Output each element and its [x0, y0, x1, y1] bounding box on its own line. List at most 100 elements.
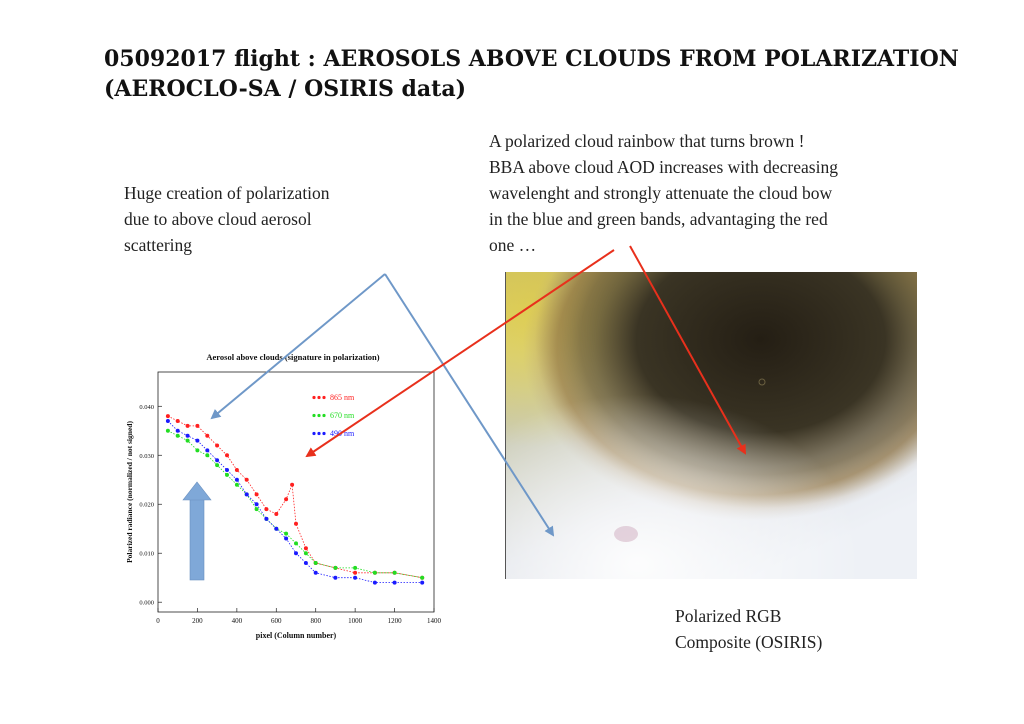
- data-point: [195, 438, 200, 443]
- legend-marker: [322, 395, 326, 400]
- y-tick-label: 0.020: [139, 502, 154, 509]
- data-point: [372, 580, 377, 585]
- x-tick-label: 800: [310, 617, 321, 625]
- data-point: [205, 453, 210, 458]
- data-point: [313, 570, 318, 575]
- data-point: [392, 580, 397, 585]
- series-670-nm: [165, 428, 425, 580]
- data-point: [225, 453, 229, 458]
- x-tick-label: 200: [192, 617, 203, 625]
- x-tick-label: 1200: [388, 617, 403, 625]
- legend-marker: [317, 395, 321, 400]
- legend-label: 490 nm: [330, 429, 355, 438]
- data-point: [294, 521, 298, 526]
- legend-label: 670 nm: [330, 411, 355, 420]
- data-point: [303, 551, 308, 556]
- data-point: [215, 443, 220, 448]
- data-point: [185, 438, 190, 443]
- data-point: [165, 414, 170, 419]
- left-text-line: Huge creation of polarization: [124, 183, 330, 203]
- data-point: [353, 575, 358, 580]
- data-point: [205, 433, 210, 438]
- upward-arrow-shaft: [189, 497, 205, 581]
- data-point: [195, 448, 200, 453]
- y-tick-label: 0.040: [139, 404, 154, 411]
- data-point: [420, 580, 425, 585]
- polarization-scatter-chart: Aerosol above clouds (signature in polar…: [125, 352, 442, 640]
- data-point: [185, 423, 190, 428]
- caption-line: Polarized RGB: [675, 606, 782, 626]
- y-axis-label: Polarized radiance (normalized / not sig…: [125, 421, 134, 563]
- x-tick-label: 1400: [427, 617, 442, 625]
- right-text-line: one …: [489, 235, 537, 255]
- data-point: [165, 419, 170, 423]
- data-point: [205, 448, 210, 453]
- left-text-line: due to above cloud aerosol: [124, 209, 312, 229]
- y-tick-label: 0.000: [139, 600, 154, 607]
- right-text-line: BBA above cloud AOD increases with decre…: [489, 157, 838, 177]
- data-point: [244, 492, 249, 497]
- left-text-line: scattering: [124, 235, 193, 255]
- y-tick-label: 0.010: [139, 551, 154, 558]
- data-point: [420, 575, 425, 580]
- data-point: [303, 546, 308, 551]
- image-caption: Polarized RGB Composite (OSIRIS): [675, 603, 822, 655]
- right-text-line: wavelenght and strongly attenuate the cl…: [489, 183, 833, 203]
- title-line: (AEROCLO-SA / OSIRIS data): [104, 76, 467, 102]
- data-point: [225, 472, 229, 477]
- data-point: [353, 570, 358, 575]
- legend-marker: [322, 413, 326, 418]
- caption-line: Composite (OSIRIS): [675, 632, 823, 652]
- x-tick-label: 400: [232, 617, 243, 625]
- data-point: [175, 433, 180, 438]
- x-tick-label: 600: [271, 617, 282, 625]
- data-point: [195, 423, 200, 428]
- legend-marker: [312, 395, 316, 400]
- series-line: [167, 420, 423, 583]
- chart-title: Aerosol above clouds (signature in polar…: [206, 352, 379, 362]
- data-point: [215, 463, 220, 468]
- title-line: 05092017 flight : AEROSOLS ABOVE CLOUDS …: [104, 46, 959, 72]
- data-point: [290, 482, 295, 487]
- data-point: [284, 536, 289, 541]
- data-point: [175, 419, 180, 423]
- data-point: [234, 477, 239, 482]
- upward-arrow-head: [182, 481, 212, 501]
- data-point: [313, 561, 318, 565]
- data-point: [284, 531, 289, 536]
- x-tick-label: 0: [156, 617, 160, 625]
- data-point: [392, 570, 397, 575]
- data-point: [264, 516, 269, 521]
- data-point: [294, 541, 298, 546]
- data-point: [234, 482, 239, 487]
- series-490-nm: [165, 419, 425, 585]
- data-point: [215, 458, 220, 463]
- data-point: [175, 428, 180, 433]
- data-point: [333, 565, 338, 570]
- data-point: [284, 497, 289, 502]
- slide-title: 05092017 flight : AEROSOLS ABOVE CLOUDS …: [104, 44, 1004, 104]
- data-point: [234, 468, 239, 472]
- data-point: [185, 433, 190, 438]
- data-point: [274, 526, 279, 531]
- data-point: [225, 468, 229, 472]
- polarized-rgb-composite-image: [505, 272, 917, 579]
- data-point: [254, 492, 259, 497]
- data-point: [294, 551, 298, 556]
- right-text-line: in the blue and green bands, advantaging…: [489, 209, 828, 229]
- legend-marker: [317, 431, 321, 436]
- data-point: [303, 561, 308, 565]
- legend-marker: [312, 413, 316, 418]
- right-text-line: A polarized cloud rainbow that turns bro…: [489, 131, 805, 151]
- legend-label: 865 nm: [330, 393, 355, 402]
- data-point: [264, 507, 269, 512]
- data-point: [165, 428, 170, 433]
- x-tick-label: 1000: [348, 617, 363, 625]
- series-line: [167, 430, 423, 579]
- x-axis-label: pixel (Column number): [256, 631, 337, 640]
- data-point: [254, 502, 259, 507]
- legend-marker: [322, 431, 326, 436]
- left-annotation-text: Huge creation of polarization due to abo…: [124, 180, 330, 258]
- legend-marker: [317, 413, 321, 418]
